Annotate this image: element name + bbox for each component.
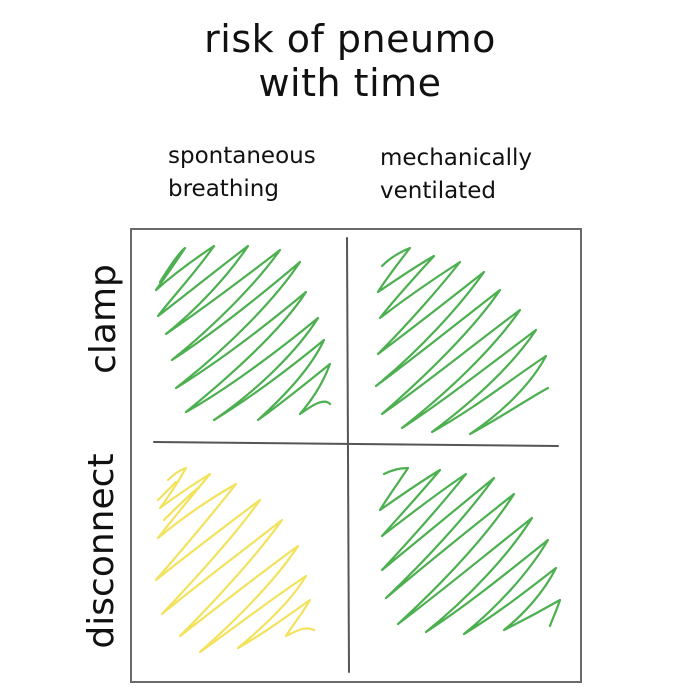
matrix-frame bbox=[130, 228, 582, 683]
row-header-clamp: clamp bbox=[83, 264, 124, 374]
title-line-2: with time bbox=[258, 61, 442, 105]
column-header-line-1: spontaneous bbox=[168, 143, 316, 169]
column-header-ventilated: mechanically ventilated bbox=[380, 142, 532, 208]
column-header-line-1: mechanically bbox=[380, 145, 532, 171]
column-header-line-2: ventilated bbox=[380, 178, 496, 204]
column-header-spontaneous: spontaneous breathing bbox=[168, 140, 316, 206]
column-header-line-2: breathing bbox=[168, 176, 279, 202]
row-header-disconnect: disconnect bbox=[81, 453, 122, 649]
title-line-1: risk of pneumo bbox=[204, 17, 496, 61]
